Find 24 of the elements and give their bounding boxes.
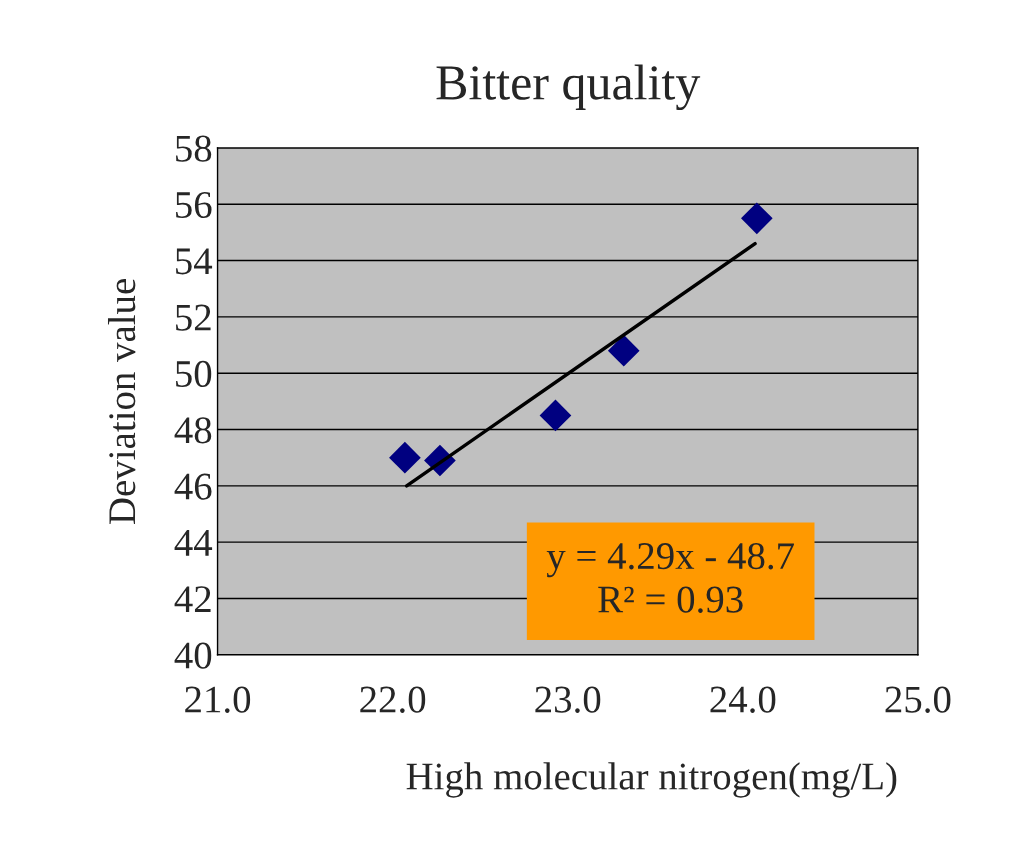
point (539, 399, 572, 432)
x-tick-label: 23.0 (535, 686, 601, 713)
y-tick-label: 56 (176, 191, 212, 219)
y-tick-label: 46 (174, 473, 212, 500)
point (389, 441, 421, 474)
x-tick-label: 22.0 (360, 686, 426, 713)
y-tick-label: 50 (176, 360, 212, 388)
y-tick-label: 44 (174, 530, 213, 556)
x-tick-label: 21.0 (185, 686, 251, 713)
y-tick-label: 42 (174, 586, 211, 612)
y-tick-label: 52 (176, 304, 211, 331)
annotation: R² = 0.93 (598, 586, 743, 613)
x-tick-label: 24.0 (710, 686, 776, 713)
y-tick-label: 40 (174, 642, 212, 669)
point (607, 334, 640, 367)
annotation: y = 4.29x - 48.7 (546, 543, 794, 578)
point (740, 202, 773, 235)
x-tick-label: 25.0 (885, 686, 951, 713)
chart-title: Bitter quality (436, 64, 701, 111)
x-axis-title: High molecular nitrogen(mg/L) (406, 762, 897, 798)
y-tick-label: 48 (174, 417, 212, 444)
y-tick-label: 54 (176, 248, 213, 275)
y-axis-title: Deviation value (107, 279, 136, 524)
y-tick-label: 58 (176, 135, 212, 162)
